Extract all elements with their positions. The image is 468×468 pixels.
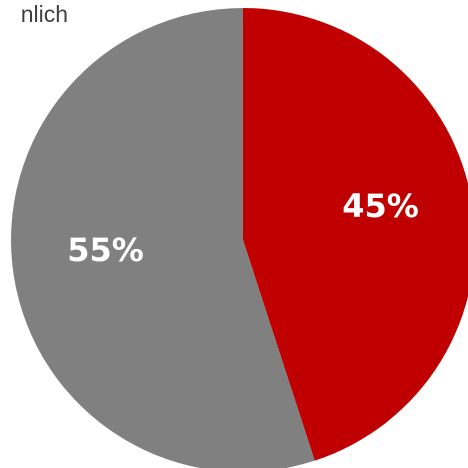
annotation: nlich — [21, 1, 68, 27]
value-label: 45% — [342, 187, 419, 225]
value-label: 55% — [67, 231, 144, 269]
pie-slice — [243, 8, 468, 461]
pie-slice — [11, 8, 315, 468]
